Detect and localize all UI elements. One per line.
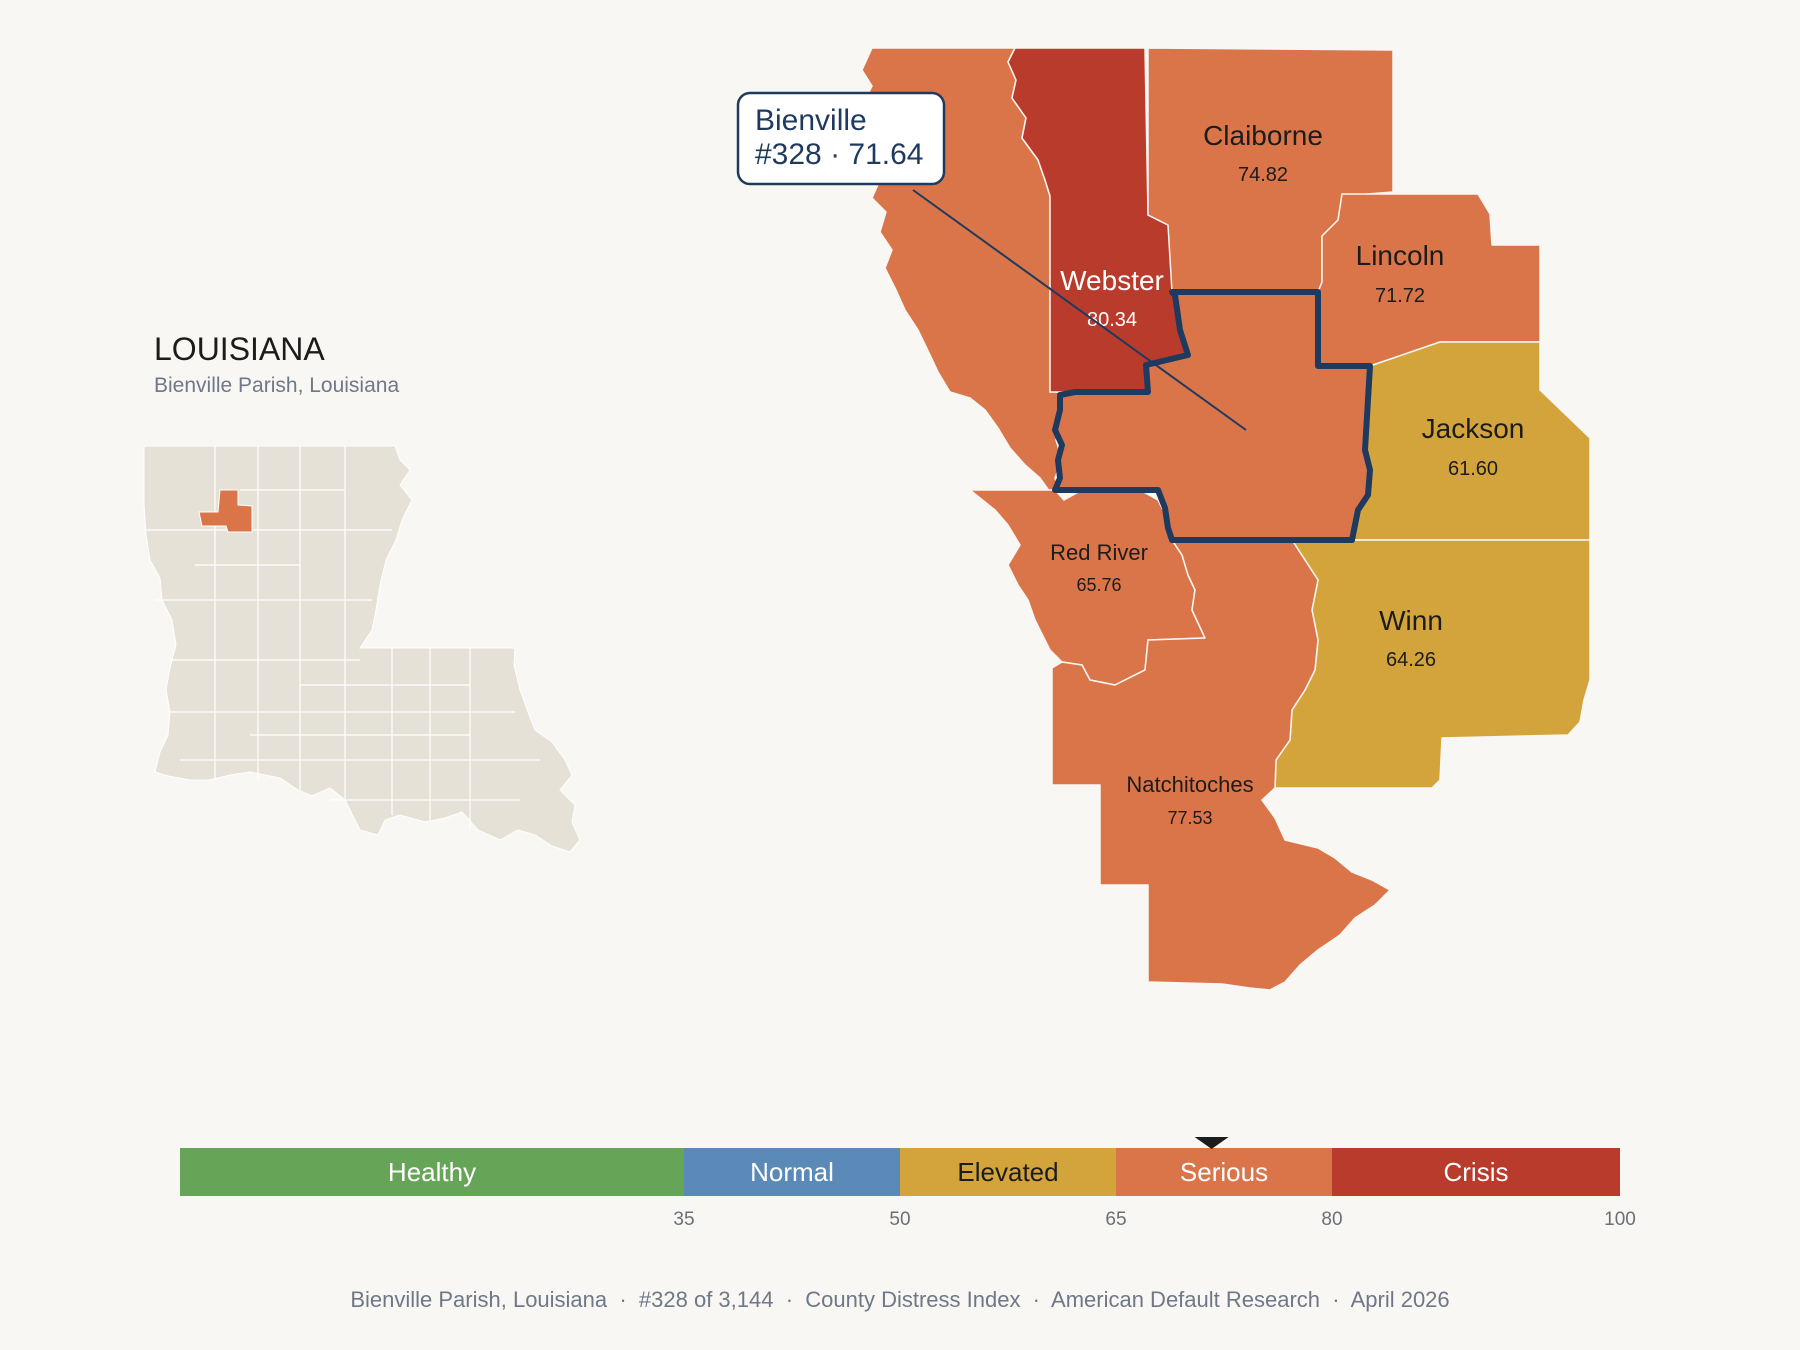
label-jackson-value: 61.60	[1448, 458, 1498, 480]
legend-label-serious: Serious	[1180, 1157, 1268, 1187]
inset-bienville-highlight	[198, 489, 253, 533]
state-subtitle: Bienville Parish, Louisiana	[154, 374, 399, 397]
label-lincoln-name: Lincoln	[1356, 240, 1445, 271]
legend-tick-80: 80	[1321, 1209, 1342, 1230]
label-claiborne-name: Claiborne	[1203, 120, 1323, 151]
legend-tick-65: 65	[1105, 1209, 1126, 1230]
label-jackson-name: Jackson	[1422, 413, 1525, 444]
legend-label-healthy: Healthy	[388, 1157, 476, 1187]
label-natchitoches-value: 77.53	[1167, 808, 1212, 828]
parish-lincoln[interactable]	[1317, 193, 1541, 367]
distress-scale-legend: Healthy Normal Elevated Serious Crisis 35 50 65…	[180, 1137, 1636, 1230]
callout-leader-line	[912, 189, 1247, 431]
legend-label-crisis: Crisis	[1444, 1157, 1509, 1187]
label-natchitoches-name: Natchitoches	[1126, 772, 1253, 797]
legend-marker-icon	[1194, 1137, 1229, 1149]
label-red-river-name: Red River	[1050, 540, 1148, 565]
legend-segment-crisis	[1332, 1148, 1620, 1196]
louisiana-outline	[143, 445, 581, 853]
callout-parish-name: Bienville	[755, 104, 867, 137]
callout-rank-score: #328 · 71.64	[755, 138, 923, 171]
legend-segment-healthy	[180, 1148, 684, 1196]
callout-box	[736, 91, 946, 186]
bienville-callout: Bienville #328 · 71.64	[736, 91, 1247, 431]
parish-map	[861, 47, 1591, 991]
label-winn-value: 64.26	[1386, 649, 1436, 671]
legend-tick-50: 50	[889, 1209, 910, 1230]
legend-tick-100: 100	[1604, 1209, 1636, 1230]
parish-labels: Claiborne 74.82 Webster 80.34 Lincoln 71…	[1050, 120, 1524, 828]
legend-segment-serious	[1116, 1148, 1332, 1196]
label-webster-name: Webster	[1060, 265, 1164, 296]
state-title: LOUISIANA	[154, 331, 325, 367]
legend-label-elevated: Elevated	[957, 1157, 1058, 1187]
legend-segment-normal	[684, 1148, 900, 1196]
legend-label-normal: Normal	[750, 1157, 834, 1187]
parish-natchitoches[interactable]	[1051, 539, 1391, 991]
bienville-outline	[1052, 289, 1373, 543]
inset-parish-lines	[144, 446, 540, 830]
state-inset: LOUISIANA Bienville Parish, Louisiana	[143, 331, 581, 853]
label-claiborne-value: 74.82	[1238, 164, 1288, 186]
label-lincoln-value: 71.72	[1375, 285, 1425, 307]
legend-tick-35: 35	[673, 1209, 694, 1230]
footer-caption: Bienville Parish, Louisiana · #328 of 3,…	[350, 1287, 1449, 1312]
label-red-river-value: 65.76	[1076, 575, 1121, 595]
legend-segment-elevated	[900, 1148, 1116, 1196]
label-winn-name: Winn	[1379, 605, 1443, 636]
